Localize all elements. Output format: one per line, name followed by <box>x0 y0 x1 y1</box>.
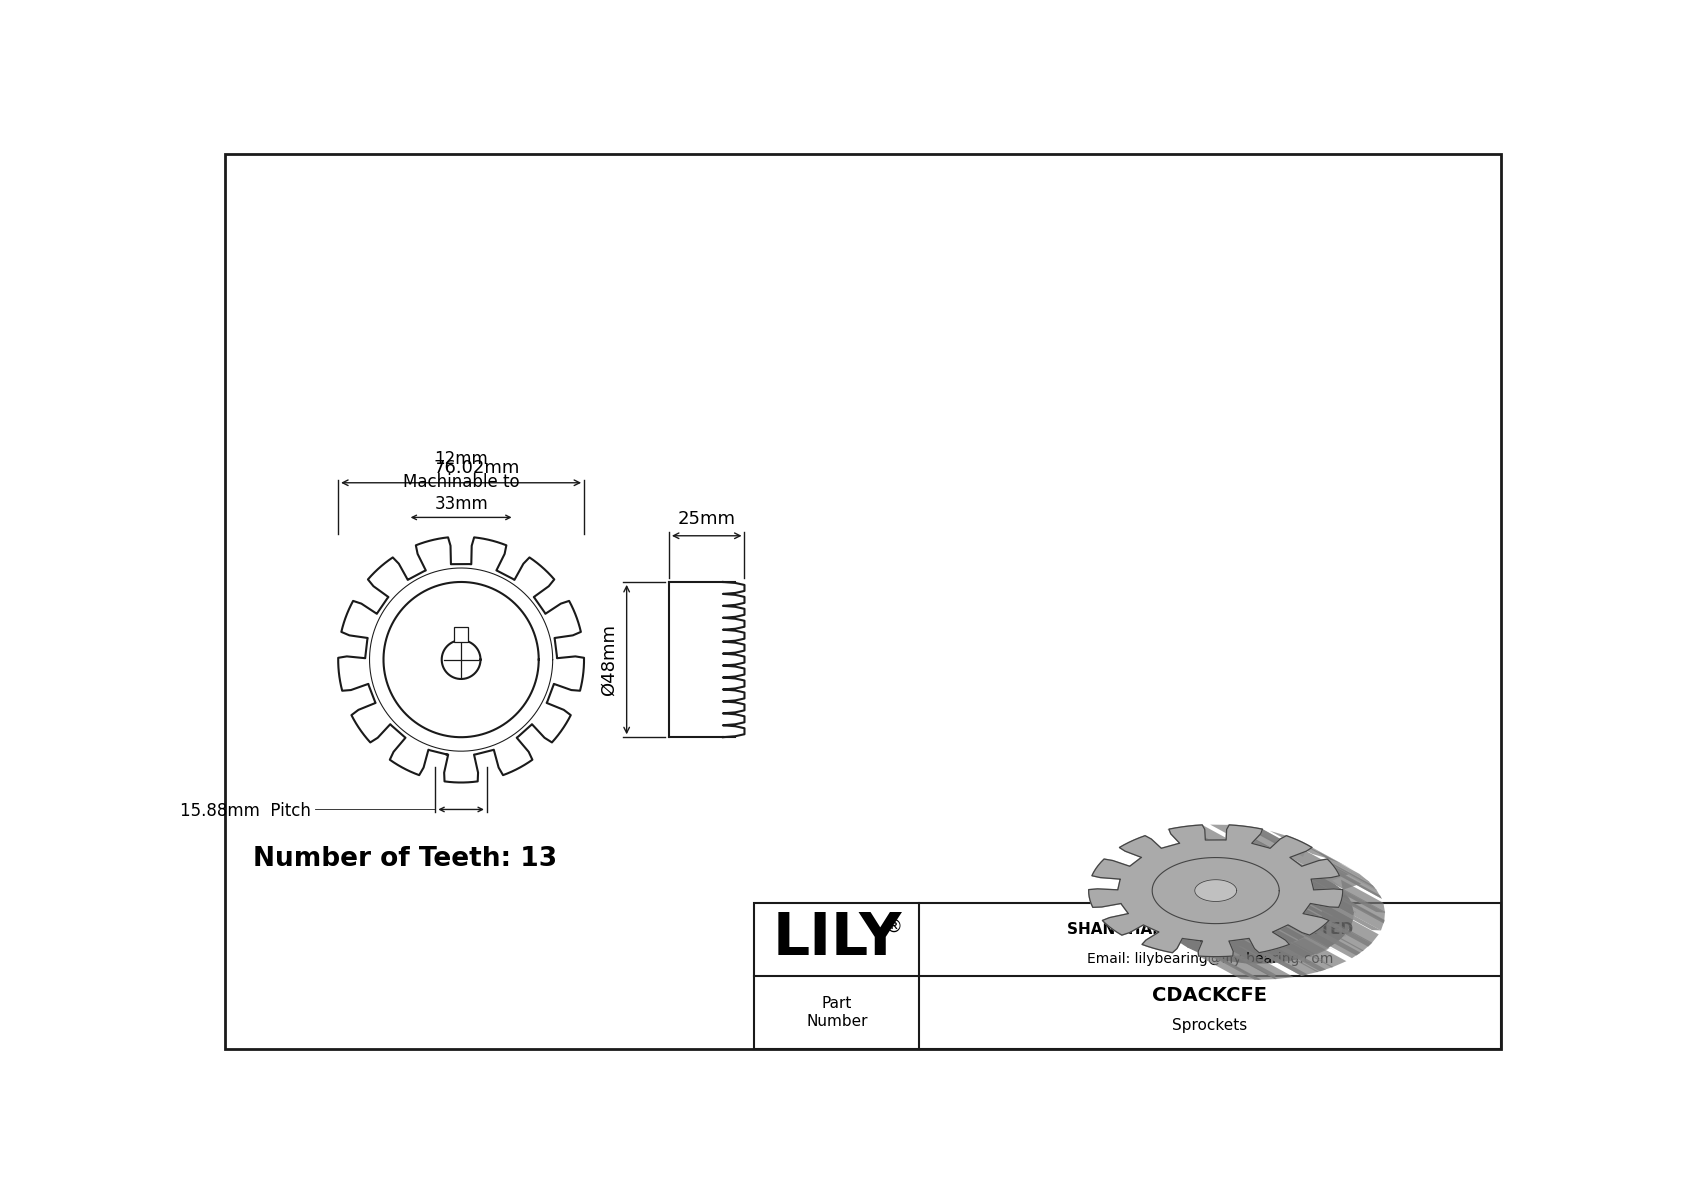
Polygon shape <box>1334 888 1386 912</box>
Polygon shape <box>1278 947 1325 972</box>
Polygon shape <box>1273 933 1329 964</box>
Polygon shape <box>1287 836 1334 861</box>
Polygon shape <box>1260 952 1308 975</box>
Polygon shape <box>1340 880 1386 912</box>
Text: LILY: LILY <box>773 910 901 967</box>
Polygon shape <box>1226 840 1268 863</box>
Polygon shape <box>1290 939 1347 967</box>
Polygon shape <box>1342 897 1384 923</box>
Text: Email: lilybearing@lily-bearing.com: Email: lilybearing@lily-bearing.com <box>1086 953 1334 966</box>
Polygon shape <box>1302 842 1351 868</box>
Polygon shape <box>1194 880 1236 902</box>
Polygon shape <box>1233 952 1275 979</box>
Polygon shape <box>1337 872 1383 899</box>
Polygon shape <box>1199 956 1260 980</box>
Polygon shape <box>1152 858 1280 923</box>
Polygon shape <box>1275 943 1334 972</box>
Polygon shape <box>1290 852 1349 880</box>
Polygon shape <box>1088 825 1342 956</box>
Polygon shape <box>1226 825 1271 853</box>
Polygon shape <box>1270 848 1312 872</box>
Polygon shape <box>1303 912 1346 936</box>
Polygon shape <box>1310 904 1352 928</box>
Polygon shape <box>1287 925 1330 948</box>
Polygon shape <box>1312 880 1354 903</box>
Polygon shape <box>1314 888 1356 912</box>
Polygon shape <box>1303 913 1346 936</box>
Text: 12mm
Machinable to
33mm: 12mm Machinable to 33mm <box>402 450 519 513</box>
Polygon shape <box>1330 908 1381 930</box>
Polygon shape <box>1164 865 1352 964</box>
Polygon shape <box>1310 904 1352 927</box>
Polygon shape <box>1285 835 1342 865</box>
Polygon shape <box>1275 925 1329 954</box>
Text: 15.88mm  Pitch: 15.88mm Pitch <box>180 802 312 821</box>
Bar <box>455 628 468 642</box>
Polygon shape <box>1270 831 1329 859</box>
Polygon shape <box>1194 880 1322 947</box>
Text: ®: ® <box>884 917 903 935</box>
Polygon shape <box>1250 939 1292 961</box>
Polygon shape <box>1231 941 1273 964</box>
Polygon shape <box>1248 939 1290 962</box>
Text: CDACKCFE: CDACKCFE <box>1152 986 1268 1004</box>
Text: SHANGHAI LILY BEARING LIMITED: SHANGHAI LILY BEARING LIMITED <box>1068 922 1352 937</box>
Polygon shape <box>1167 827 1228 853</box>
Polygon shape <box>1268 848 1312 871</box>
Text: Number of Teeth: 13: Number of Teeth: 13 <box>253 846 557 872</box>
Polygon shape <box>1224 840 1266 863</box>
Polygon shape <box>1261 829 1305 856</box>
Polygon shape <box>1320 919 1372 952</box>
Text: Ø48mm: Ø48mm <box>600 624 618 696</box>
Polygon shape <box>1228 825 1288 849</box>
Polygon shape <box>1211 824 1271 848</box>
Polygon shape <box>1212 956 1261 980</box>
Polygon shape <box>1339 898 1384 930</box>
Text: 25mm: 25mm <box>677 510 736 528</box>
Text: 76.02mm: 76.02mm <box>433 459 520 476</box>
Polygon shape <box>1334 866 1383 899</box>
Polygon shape <box>1310 928 1364 959</box>
Polygon shape <box>1253 843 1295 867</box>
Polygon shape <box>1243 827 1292 850</box>
Polygon shape <box>1298 841 1354 871</box>
Text: Sprockets: Sprockets <box>1172 1018 1248 1034</box>
Polygon shape <box>1288 925 1344 955</box>
Polygon shape <box>1216 956 1276 980</box>
Bar <box>754 903 1500 1049</box>
Polygon shape <box>1244 827 1305 853</box>
Polygon shape <box>1314 930 1361 955</box>
Polygon shape <box>1302 861 1361 890</box>
Polygon shape <box>1233 954 1293 979</box>
Polygon shape <box>1342 888 1384 922</box>
Polygon shape <box>1292 859 1344 888</box>
Text: Part
Number: Part Number <box>807 997 867 1029</box>
Polygon shape <box>1229 941 1271 964</box>
Polygon shape <box>1330 862 1376 888</box>
Polygon shape <box>1290 858 1334 881</box>
Polygon shape <box>1260 949 1319 975</box>
Polygon shape <box>1312 879 1354 903</box>
Polygon shape <box>1327 859 1378 890</box>
Polygon shape <box>1273 931 1315 955</box>
Polygon shape <box>1253 843 1295 867</box>
Polygon shape <box>1325 921 1371 947</box>
Polygon shape <box>1314 890 1356 912</box>
Polygon shape <box>1317 850 1369 883</box>
Polygon shape <box>1329 911 1379 943</box>
Polygon shape <box>1302 866 1344 888</box>
Polygon shape <box>1184 825 1244 850</box>
